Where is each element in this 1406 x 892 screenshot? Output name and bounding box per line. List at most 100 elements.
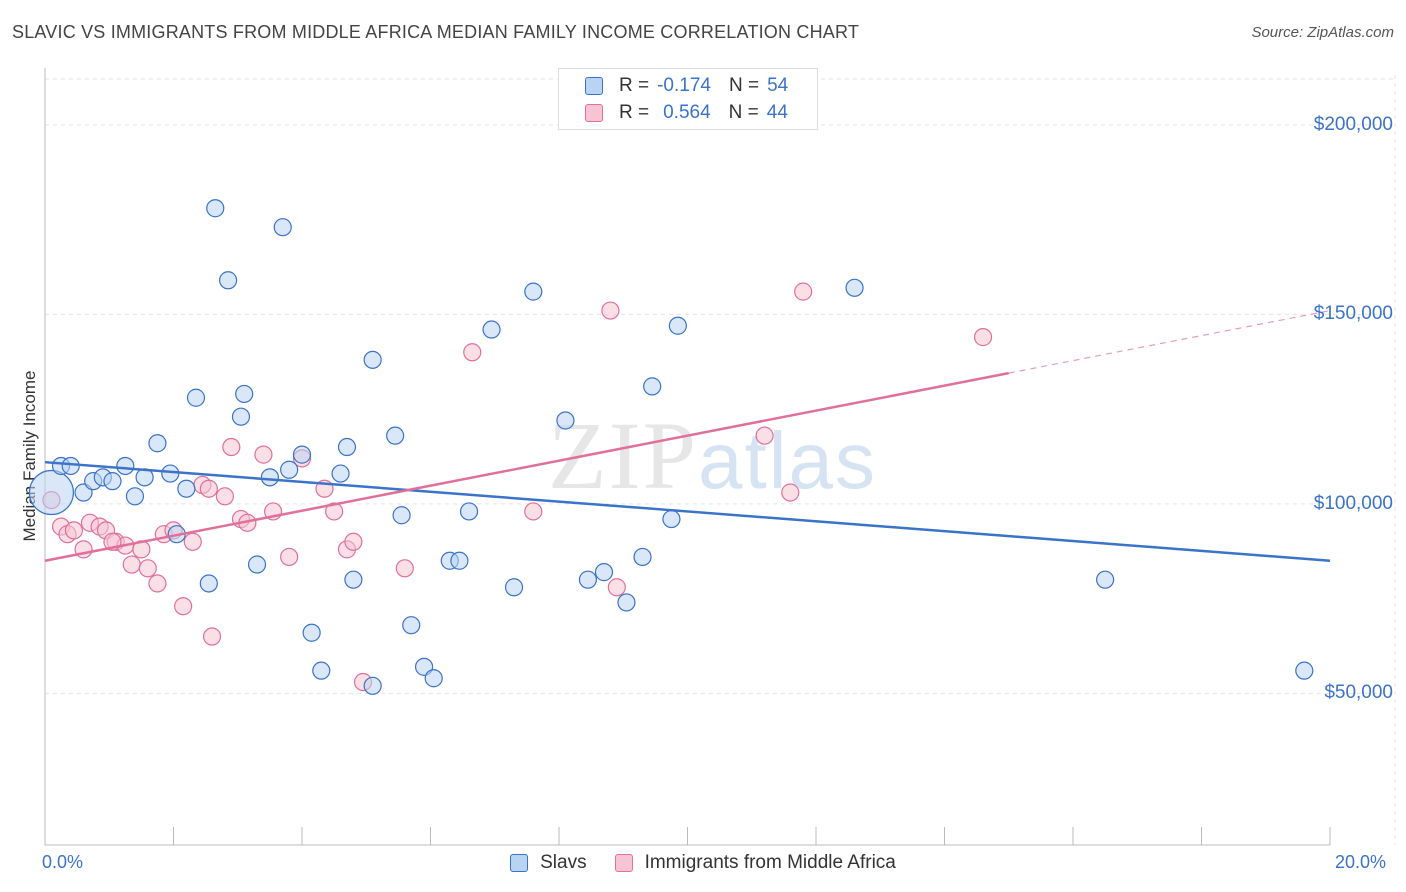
point-slavs bbox=[386, 426, 405, 445]
point-slavs bbox=[459, 502, 479, 521]
legend-swatch-slavs bbox=[585, 77, 603, 95]
n-value-immigrants: 44 bbox=[766, 102, 788, 123]
point-slavs bbox=[116, 456, 135, 476]
correlation-legend: R = -0.174 N = 54 R = 0.564 N = 44 bbox=[558, 68, 818, 130]
point-immigrants bbox=[138, 559, 157, 578]
point-immigrants bbox=[607, 578, 626, 597]
point-slavs bbox=[280, 460, 299, 479]
point-slavs bbox=[177, 479, 196, 498]
point-immigrants bbox=[222, 437, 241, 457]
point-immigrants bbox=[148, 574, 167, 593]
x-tick-label-min: 0.0% bbox=[42, 852, 84, 872]
point-slavs bbox=[161, 464, 180, 483]
legend-item-immigrants: Immigrants from Middle Africa bbox=[614, 852, 896, 874]
legend-row-slavs: R = -0.174 N = 54 bbox=[585, 73, 788, 99]
point-slavs bbox=[402, 616, 421, 635]
r-value-slavs: -0.174 bbox=[657, 75, 711, 96]
point-slavs bbox=[292, 445, 312, 464]
point-immigrants bbox=[781, 483, 800, 502]
r-value-immigrants: 0.564 bbox=[663, 102, 711, 123]
point-immigrants bbox=[973, 328, 993, 347]
legend-label-immigrants: Immigrants from Middle Africa bbox=[644, 852, 896, 873]
point-slavs bbox=[363, 350, 382, 369]
point-immigrants bbox=[183, 532, 202, 551]
point-slavs bbox=[312, 661, 331, 680]
point-immigrants bbox=[174, 597, 193, 616]
point-slavs bbox=[662, 509, 681, 529]
point-slavs bbox=[643, 377, 662, 396]
n-value-slavs: 54 bbox=[767, 75, 789, 96]
legend-row-immigrants: R = 0.564 N = 44 bbox=[585, 100, 788, 126]
point-slavs bbox=[331, 464, 350, 483]
legend-swatch-immigrants bbox=[614, 854, 633, 872]
point-slavs bbox=[235, 384, 254, 404]
point-slavs bbox=[1096, 570, 1115, 589]
point-slavs bbox=[424, 669, 443, 688]
point-immigrants bbox=[463, 343, 482, 362]
r-label: R = bbox=[619, 75, 650, 96]
y-tick-label: $100,000 bbox=[1313, 492, 1393, 514]
y-tick-label: $150,000 bbox=[1313, 303, 1393, 325]
y-tick-label: $200,000 bbox=[1313, 113, 1393, 135]
point-immigrants bbox=[202, 627, 222, 646]
point-slavs bbox=[273, 218, 292, 237]
n-label: N = bbox=[728, 75, 760, 96]
point-immigrants bbox=[254, 445, 273, 464]
point-slavs bbox=[186, 388, 206, 407]
legend-item-slavs: Slavs bbox=[510, 852, 587, 874]
legend-swatch-immigrants bbox=[585, 104, 603, 122]
point-immigrants bbox=[395, 559, 414, 578]
point-immigrants bbox=[755, 426, 774, 445]
point-slavs bbox=[28, 469, 75, 516]
point-slavs bbox=[199, 574, 218, 593]
point-immigrants bbox=[344, 532, 363, 551]
point-slavs bbox=[61, 456, 80, 476]
legend-swatch-slavs bbox=[510, 854, 529, 872]
point-slavs bbox=[845, 278, 864, 297]
r-label: R = bbox=[619, 102, 650, 123]
point-immigrants bbox=[325, 502, 344, 521]
point-slavs bbox=[594, 563, 614, 582]
point-immigrants bbox=[199, 479, 218, 498]
n-label: N = bbox=[728, 102, 759, 123]
point-slavs bbox=[344, 570, 363, 589]
legend-label-slavs: Slavs bbox=[540, 852, 587, 873]
point-immigrants bbox=[601, 301, 620, 320]
source-credit: Source: ZipAtlas.com bbox=[1251, 24, 1394, 41]
point-slavs bbox=[302, 623, 321, 642]
point-slavs bbox=[450, 551, 469, 570]
trendline-slavs bbox=[44, 460, 1331, 562]
point-slavs bbox=[524, 282, 543, 301]
point-immigrants bbox=[794, 282, 813, 301]
trendline-immigrants bbox=[44, 371, 1009, 562]
point-slavs bbox=[668, 316, 687, 335]
point-slavs bbox=[231, 407, 251, 426]
y-tick-label: $50,000 bbox=[1324, 682, 1393, 704]
point-slavs bbox=[219, 271, 238, 290]
point-slavs bbox=[337, 437, 357, 457]
point-slavs bbox=[206, 199, 225, 218]
point-slavs bbox=[247, 555, 267, 574]
chart-title: SLAVIC VS IMMIGRANTS FROM MIDDLE AFRICA … bbox=[12, 22, 860, 42]
point-slavs bbox=[617, 593, 636, 612]
point-slavs bbox=[482, 320, 501, 339]
point-slavs bbox=[125, 487, 145, 506]
trendline-immigrants-extension bbox=[1008, 309, 1331, 374]
point-slavs bbox=[260, 468, 279, 487]
point-slavs bbox=[633, 547, 652, 567]
point-slavs bbox=[363, 676, 382, 695]
point-slavs bbox=[148, 434, 167, 453]
point-slavs bbox=[103, 472, 122, 491]
point-immigrants bbox=[122, 555, 141, 574]
point-slavs bbox=[504, 578, 524, 597]
point-slavs bbox=[556, 411, 575, 430]
point-immigrants bbox=[524, 502, 543, 521]
point-immigrants bbox=[64, 521, 84, 540]
point-immigrants bbox=[215, 487, 234, 506]
point-immigrants bbox=[280, 547, 299, 567]
point-slavs bbox=[578, 570, 598, 589]
watermark: ZIPatlas bbox=[548, 400, 877, 511]
point-slavs bbox=[1295, 661, 1314, 680]
series-legend: Slavs Immigrants from Middle Africa bbox=[0, 852, 1406, 874]
